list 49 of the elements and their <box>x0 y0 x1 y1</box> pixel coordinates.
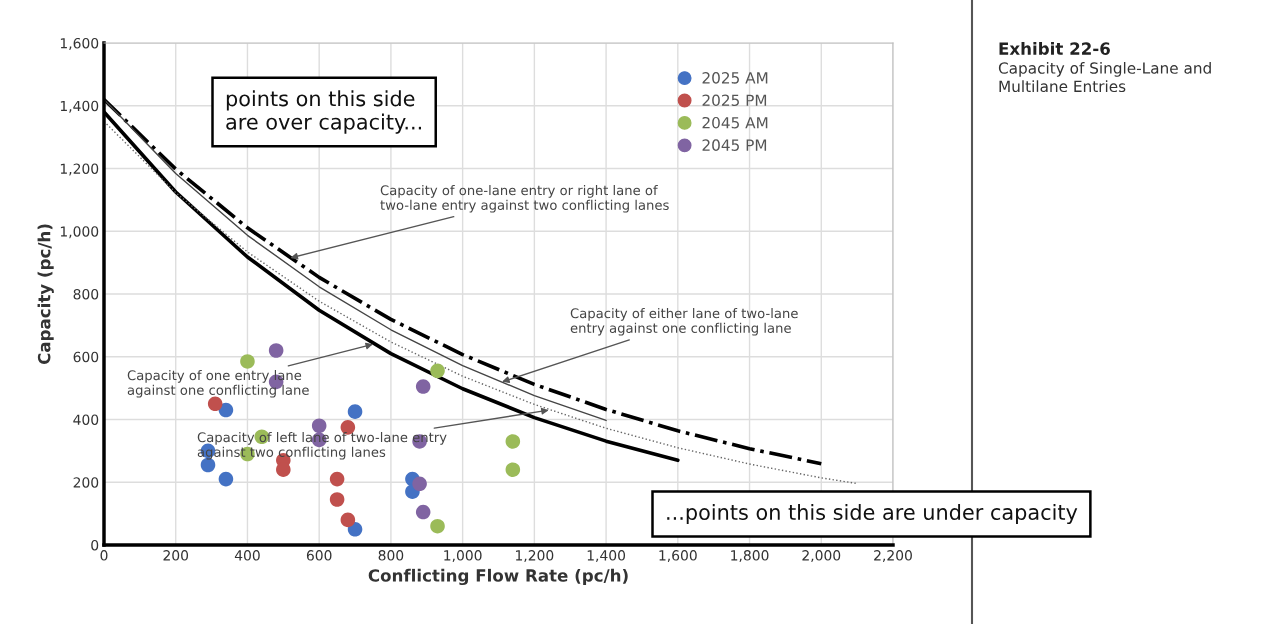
x-tick-label: 200 <box>163 550 189 561</box>
x-tick-label: 600 <box>306 550 332 561</box>
legend-label: 2025 PM <box>702 94 767 107</box>
x-axis-title: Conflicting Flow Rate (pc/h) <box>368 568 628 586</box>
x-tick-label: 800 <box>378 550 404 561</box>
x-tick-label: 1,400 <box>587 550 626 563</box>
y-tick-label: 600 <box>73 351 99 363</box>
point <box>415 379 431 394</box>
point <box>240 354 255 369</box>
y-tick-label: 1,600 <box>60 37 99 50</box>
point <box>329 471 345 487</box>
x-tick-label: 1,600 <box>659 550 697 563</box>
point <box>505 434 521 449</box>
x-tick-label: 1,000 <box>444 550 482 563</box>
point <box>415 504 431 520</box>
annotation: ...points on this side are under capacity <box>667 503 1078 525</box>
point <box>218 402 234 418</box>
point <box>412 476 427 492</box>
legend-label: 2025 AM <box>702 72 768 84</box>
point <box>340 512 356 528</box>
x-tick-label: 1,800 <box>731 550 769 563</box>
x-tick-label: 2,000 <box>802 550 841 563</box>
y-tick-label: 1,200 <box>60 163 99 176</box>
x-tick-label: 400 <box>234 550 260 561</box>
y-tick-label: 0 <box>91 539 99 551</box>
legend-label: 2045 AM <box>702 116 768 129</box>
annotation: Capacity of one entry lane against one conflicting lane <box>127 370 309 398</box>
annotation: Capacity of one-lane entry or right lane of two-lane entry against two conflicting lanes <box>380 185 669 213</box>
text: Capacity of Single-Lane and Multilane Entries <box>998 62 1211 93</box>
y-tick-label: 200 <box>73 477 99 488</box>
point <box>505 462 521 477</box>
point <box>218 471 234 487</box>
x-tick-label: 2,200 <box>874 550 912 563</box>
point <box>347 404 363 419</box>
annotation: Capacity of either lane of two-lane entry against one conflicting lane <box>570 308 798 336</box>
point <box>329 492 345 507</box>
point <box>430 518 445 534</box>
x-tick-label: 0 <box>100 550 108 561</box>
annotation: points on this side are over capacity... <box>226 90 421 134</box>
y-axis-title: Capacity (pc/h) <box>37 224 54 365</box>
x-tick-label: 1,200 <box>516 550 554 563</box>
y-tick-label: 400 <box>73 414 99 425</box>
point <box>430 363 445 379</box>
y-tick-label: 800 <box>73 288 99 300</box>
point <box>268 343 284 358</box>
text: Exhibit 22-6 <box>999 42 1110 55</box>
y-tick-label: 1,000 <box>60 226 99 239</box>
y-tick-label: 1,400 <box>60 100 99 113</box>
legend-label: 2045 PM <box>702 139 767 151</box>
